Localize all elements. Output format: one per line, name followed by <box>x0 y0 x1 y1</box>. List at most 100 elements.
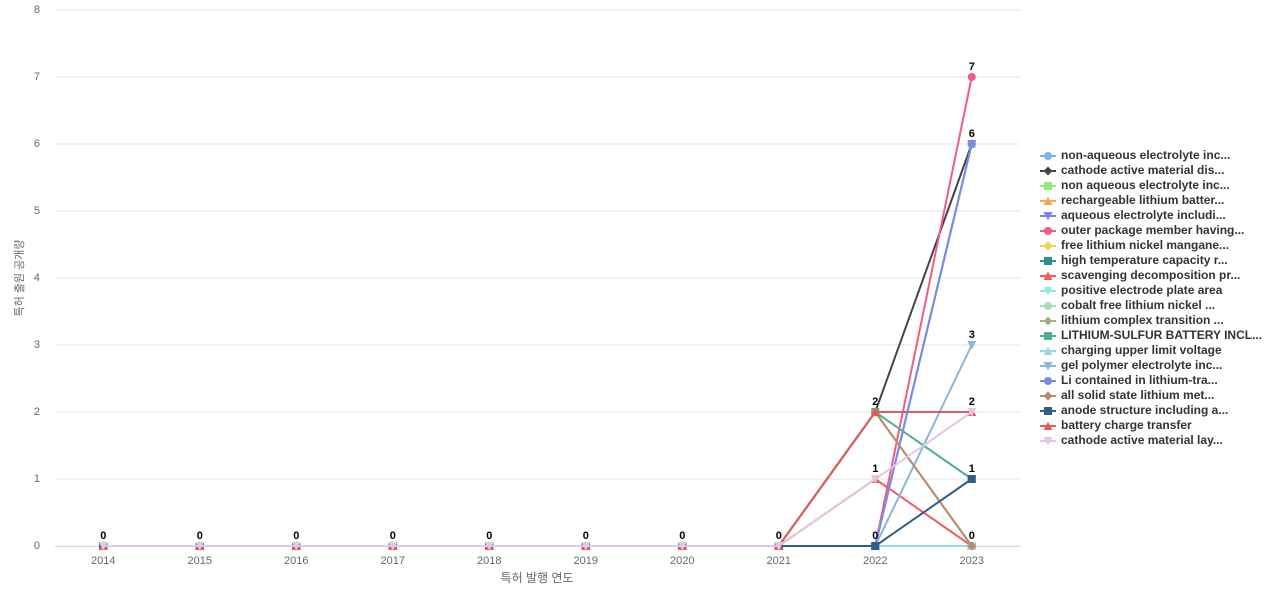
x-tick-label: 2018 <box>477 555 501 567</box>
value-label: 1 <box>872 463 878 475</box>
legend-item[interactable]: battery charge transfer <box>1040 418 1192 432</box>
point <box>388 542 398 551</box>
x-tick-label: 2019 <box>574 555 598 567</box>
point <box>677 542 687 551</box>
legend-label: LITHIUM-SULFUR BATTERY INCL... <box>1061 328 1262 342</box>
point <box>871 542 880 550</box>
y-axis-label: 특허 출원 공개량 <box>13 240 26 317</box>
legend-label: battery charge transfer <box>1061 418 1192 432</box>
line <box>103 76 973 547</box>
legend-label: gel polymer electrolyte inc... <box>1061 358 1222 372</box>
legend-label: high temperature capacity r... <box>1061 253 1228 267</box>
x-tick-label: 2021 <box>767 555 791 567</box>
point <box>195 542 205 551</box>
point <box>581 542 591 551</box>
legend-item[interactable]: scavenging decomposition pr... <box>1040 268 1240 282</box>
legend-symbol <box>1043 166 1053 176</box>
legend-label: charging upper limit voltage <box>1061 343 1222 357</box>
value-label: 0 <box>390 530 396 542</box>
value-label: 7 <box>969 61 975 73</box>
x-axis-label: 특허 발행 연도 <box>501 570 574 585</box>
point <box>967 73 976 81</box>
legend-item[interactable]: cathode active material lay... <box>1040 433 1223 447</box>
legend-item[interactable]: anode structure including a... <box>1040 403 1228 417</box>
value-label: 0 <box>872 530 878 542</box>
value-label: 0 <box>583 530 589 542</box>
legend-symbol <box>1043 362 1053 371</box>
legend-symbol <box>1043 346 1053 355</box>
legend-item[interactable]: cobalt free lithium nickel ... <box>1040 298 1215 312</box>
legend-item[interactable]: outer package member having... <box>1040 223 1244 237</box>
point <box>98 542 108 551</box>
legend-symbol <box>1043 212 1053 221</box>
point <box>967 408 977 417</box>
legend-symbol <box>1043 287 1053 296</box>
value-label: 0 <box>100 530 106 542</box>
series <box>98 408 977 551</box>
value-label: 2 <box>872 396 878 408</box>
legend-label: aqueous electrolyte includi... <box>1061 208 1226 222</box>
point <box>870 475 880 484</box>
legend-symbol <box>1044 377 1052 385</box>
y-tick-label: 4 <box>34 272 40 284</box>
legend-item[interactable]: charging upper limit voltage <box>1040 343 1222 357</box>
legend-item[interactable]: aqueous electrolyte includi... <box>1040 208 1226 222</box>
legend-symbol <box>1044 257 1052 265</box>
legend-item[interactable]: non aqueous electrolyte inc... <box>1040 178 1230 192</box>
legend-symbol <box>1043 316 1053 326</box>
legend-item[interactable]: free lithium nickel mangane... <box>1040 238 1229 252</box>
legend-label: free lithium nickel mangane... <box>1061 238 1229 252</box>
x-tick-label: 2016 <box>284 555 308 567</box>
x-tick-label: 2023 <box>960 555 984 567</box>
legend-label: cobalt free lithium nickel ... <box>1061 298 1215 312</box>
legend-symbol <box>1043 241 1053 251</box>
value-label: 0 <box>486 530 492 542</box>
legend-item[interactable]: cathode active material dis... <box>1040 163 1224 177</box>
value-label: 2 <box>969 396 975 408</box>
x-tick-label: 2022 <box>863 555 887 567</box>
point <box>291 542 301 551</box>
legend-item[interactable]: non-aqueous electrolyte inc... <box>1040 148 1230 162</box>
line <box>103 344 973 547</box>
legend-item[interactable]: rechargeable lithium batter... <box>1040 193 1224 207</box>
point <box>967 140 976 148</box>
legend-label: non aqueous electrolyte inc... <box>1061 178 1230 192</box>
y-tick-label: 8 <box>34 4 40 16</box>
value-label: 0 <box>197 530 203 542</box>
legend-label: rechargeable lithium batter... <box>1061 193 1224 207</box>
legend-label: cathode active material dis... <box>1061 163 1224 177</box>
y-tick-label: 2 <box>34 406 40 418</box>
value-label: 0 <box>679 530 685 542</box>
legend-label: Li contained in lithium-tra... <box>1061 373 1218 387</box>
x-tick-label: 2017 <box>381 555 405 567</box>
legend-item[interactable]: positive electrode plate area <box>1040 283 1223 297</box>
legend-symbol <box>1043 421 1053 430</box>
legend-symbol <box>1043 196 1053 205</box>
value-label: 3 <box>969 329 975 341</box>
legend-label: non-aqueous electrolyte inc... <box>1061 148 1230 162</box>
point <box>870 407 880 416</box>
y-tick-label: 6 <box>34 138 40 150</box>
legend-label: scavenging decomposition pr... <box>1061 268 1240 282</box>
point <box>774 542 784 551</box>
legend-item[interactable]: Li contained in lithium-tra... <box>1040 373 1218 387</box>
legend-item[interactable]: LITHIUM-SULFUR BATTERY INCL... <box>1040 328 1262 342</box>
series <box>99 73 976 550</box>
series <box>99 475 976 550</box>
legend-symbol <box>1043 437 1053 446</box>
legend-item[interactable]: all solid state lithium met... <box>1040 388 1214 402</box>
legend-item[interactable]: gel polymer electrolyte inc... <box>1040 358 1222 372</box>
legend-item[interactable]: lithium complex transition ... <box>1040 313 1224 327</box>
legend-label: cathode active material lay... <box>1061 433 1223 447</box>
legend-symbol <box>1043 271 1053 280</box>
legend-symbol <box>1044 302 1052 310</box>
x-tick-label: 2014 <box>91 555 115 567</box>
legend-label: lithium complex transition ... <box>1061 313 1224 327</box>
legend-item[interactable]: high temperature capacity r... <box>1040 253 1228 267</box>
point <box>484 542 494 551</box>
y-tick-label: 3 <box>34 339 40 351</box>
value-label: 6 <box>969 128 975 140</box>
series <box>98 474 977 550</box>
point <box>967 341 977 350</box>
